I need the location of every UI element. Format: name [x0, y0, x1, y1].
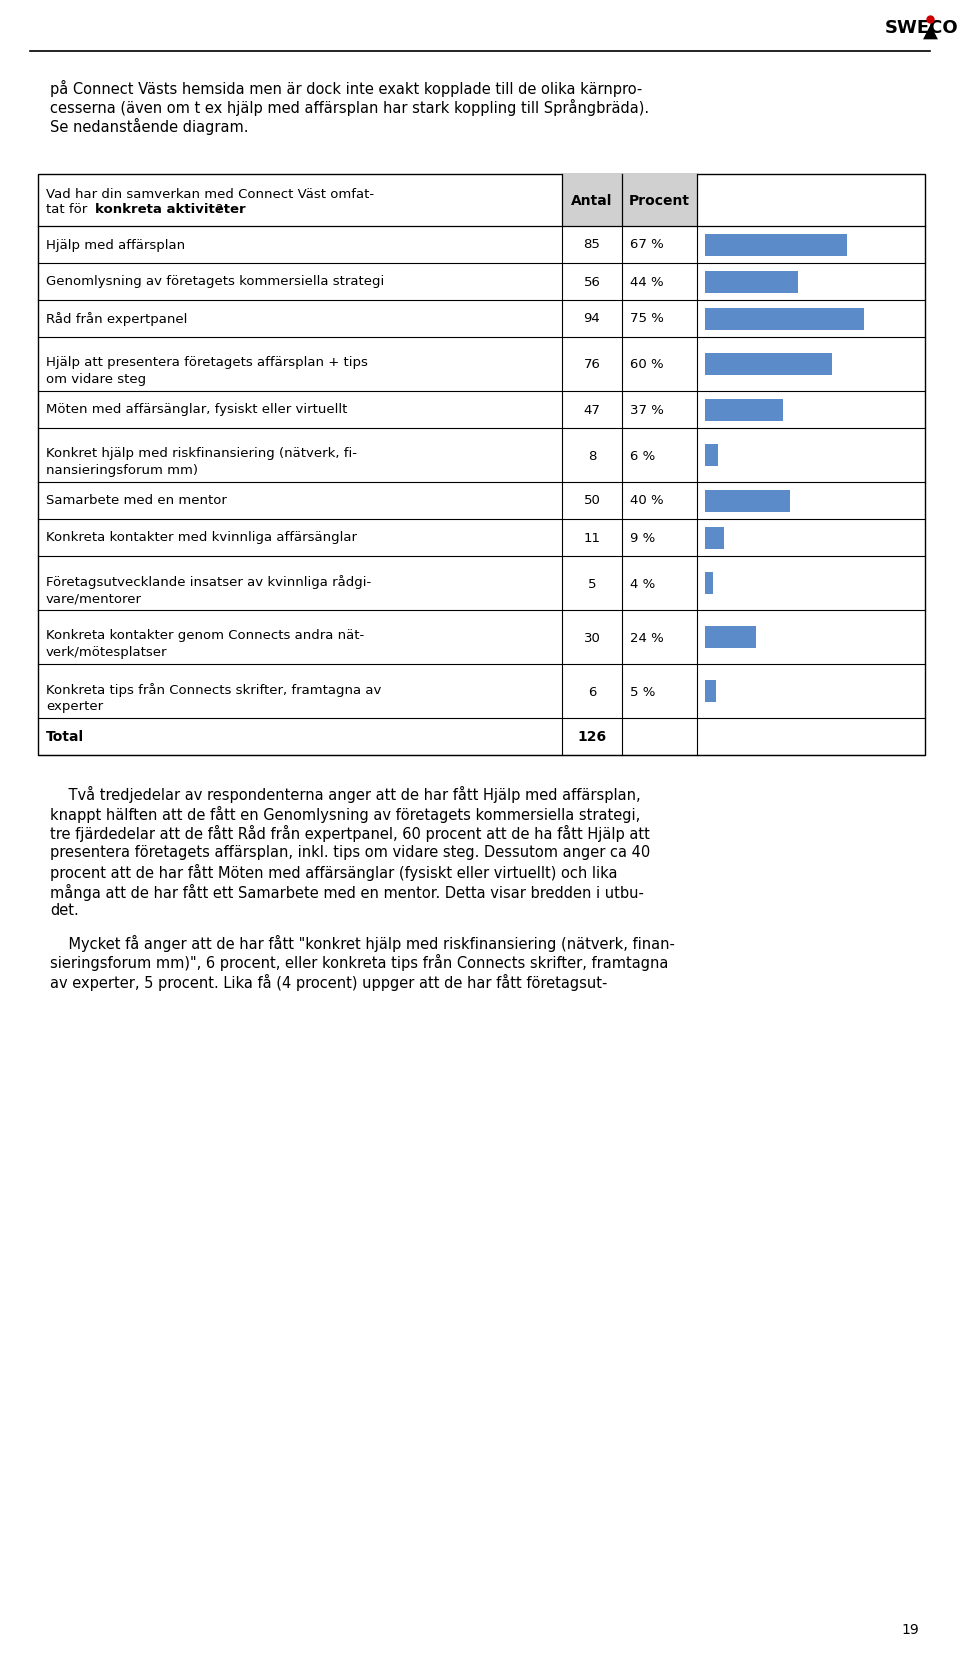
Text: tat för: tat för [46, 202, 91, 215]
Text: 6: 6 [588, 684, 596, 698]
Text: 47: 47 [584, 403, 600, 416]
Text: 85: 85 [584, 239, 600, 252]
Text: Konkret hjälp med riskfinansiering (nätverk, fi-: Konkret hjälp med riskfinansiering (nätv… [46, 447, 357, 459]
Text: 8: 8 [588, 449, 596, 462]
Text: 30: 30 [584, 631, 600, 645]
Text: 5: 5 [588, 577, 596, 590]
Text: Samarbete med en mentor: Samarbete med en mentor [46, 494, 227, 507]
Text: Antal: Antal [571, 194, 612, 207]
Text: 76: 76 [584, 358, 600, 371]
Text: 11: 11 [584, 532, 601, 543]
Text: ?: ? [215, 202, 222, 215]
Text: Se nedanstående diagram.: Se nedanstående diagram. [50, 118, 249, 134]
Text: ▲: ▲ [923, 22, 938, 40]
Text: 75 %: 75 % [630, 312, 664, 325]
Text: Genomlysning av företagets kommersiella strategi: Genomlysning av företagets kommersiella … [46, 275, 384, 288]
Text: 60 %: 60 % [630, 358, 663, 371]
Text: vare/mentorer: vare/mentorer [46, 592, 142, 605]
Text: Mycket få anger att de har fått "konkret hjälp med riskfinansiering (nätverk, fi: Mycket få anger att de har fått "konkret… [50, 935, 675, 951]
Text: om vidare steg: om vidare steg [46, 373, 146, 386]
Text: Total: Total [46, 729, 84, 744]
Text: 44 %: 44 % [630, 275, 663, 288]
Bar [705, 399, 783, 421]
Text: av experter, 5 procent. Lika få (4 procent) uppger att de har fått företagsut-: av experter, 5 procent. Lika få (4 proce… [50, 973, 608, 989]
Text: 37 %: 37 % [630, 403, 664, 416]
Text: 94: 94 [584, 312, 600, 325]
Text: nansieringsforum mm): nansieringsforum mm) [46, 464, 198, 477]
Text: Hjälp med affärsplan: Hjälp med affärsplan [46, 239, 185, 252]
Text: 40 %: 40 % [630, 494, 663, 507]
Text: Konkreta tips från Connects skrifter, framtagna av: Konkreta tips från Connects skrifter, fr… [46, 683, 381, 696]
Text: det.: det. [50, 903, 79, 918]
Text: många att de har fått ett Samarbete med en mentor. Detta visar bredden i utbu-: många att de har fått ett Samarbete med … [50, 883, 644, 900]
Text: presentera företagets affärsplan, inkl. tips om vidare steg. Dessutom anger ca 4: presentera företagets affärsplan, inkl. … [50, 843, 650, 858]
Text: Företagsutvecklande insatser av kvinnliga rådgi-: Företagsutvecklande insatser av kvinnlig… [46, 575, 372, 588]
Bar [38, 176, 925, 756]
Text: Vad har din samverkan med Connect Väst omfat-: Vad har din samverkan med Connect Väst o… [46, 187, 374, 200]
Text: Hjälp att presentera företagets affärsplan + tips: Hjälp att presentera företagets affärspl… [46, 356, 368, 370]
Text: tre fjärdedelar att de fått Råd från expertpanel, 60 procent att de ha fått Hjäl: tre fjärdedelar att de fått Råd från exp… [50, 825, 650, 842]
Text: 50: 50 [584, 494, 600, 507]
Bar [562, 176, 697, 227]
Bar [705, 444, 718, 467]
Bar [705, 308, 864, 330]
Bar [705, 355, 832, 376]
Text: 4 %: 4 % [630, 577, 656, 590]
Text: konkreta aktiviteter: konkreta aktiviteter [95, 202, 246, 215]
Text: procent att de har fått Möten med affärsänglar (fysiskt eller virtuellt) och lik: procent att de har fått Möten med affärs… [50, 863, 617, 880]
Bar [705, 234, 847, 257]
Bar [705, 681, 715, 703]
Text: Råd från expertpanel: Råd från expertpanel [46, 312, 187, 326]
Text: 56: 56 [584, 275, 600, 288]
Text: knappt hälften att de fått en Genomlysning av företagets kommersiella strategi,: knappt hälften att de fått en Genomlysni… [50, 805, 640, 822]
Text: 67 %: 67 % [630, 239, 663, 252]
Text: verk/mötesplatser: verk/mötesplatser [46, 646, 167, 658]
Text: 5 %: 5 % [630, 684, 656, 698]
Text: SWECO: SWECO [885, 18, 959, 36]
Text: Konkreta kontakter med kvinnliga affärsänglar: Konkreta kontakter med kvinnliga affärsä… [46, 532, 357, 543]
Text: Möten med affärsänglar, fysiskt eller virtuellt: Möten med affärsänglar, fysiskt eller vi… [46, 403, 348, 416]
Bar [705, 490, 790, 512]
Text: på Connect Västs hemsida men är dock inte exakt kopplade till de olika kärnpro-: på Connect Västs hemsida men är dock int… [50, 80, 642, 98]
Text: 19: 19 [901, 1622, 919, 1635]
Bar [705, 527, 724, 548]
Text: experter: experter [46, 699, 103, 713]
Text: 6 %: 6 % [630, 449, 656, 462]
Text: cesserna (även om t ex hjälp med affärsplan har stark koppling till Språngbräda): cesserna (även om t ex hjälp med affärsp… [50, 99, 649, 116]
Text: sieringsforum mm)", 6 procent, eller konkreta tips från Connects skrifter, framt: sieringsforum mm)", 6 procent, eller kon… [50, 953, 668, 971]
Text: Procent: Procent [629, 194, 689, 207]
Text: 126: 126 [577, 729, 607, 744]
Text: 9 %: 9 % [630, 532, 656, 543]
Text: Konkreta kontakter genom Connects andra nät-: Konkreta kontakter genom Connects andra … [46, 628, 364, 641]
Bar [705, 573, 713, 595]
Text: 24 %: 24 % [630, 631, 663, 645]
Text: Två tredjedelar av respondenterna anger att de har fått Hjälp med affärsplan,: Två tredjedelar av respondenterna anger … [50, 785, 640, 802]
Bar [705, 272, 799, 293]
Bar [705, 626, 756, 648]
